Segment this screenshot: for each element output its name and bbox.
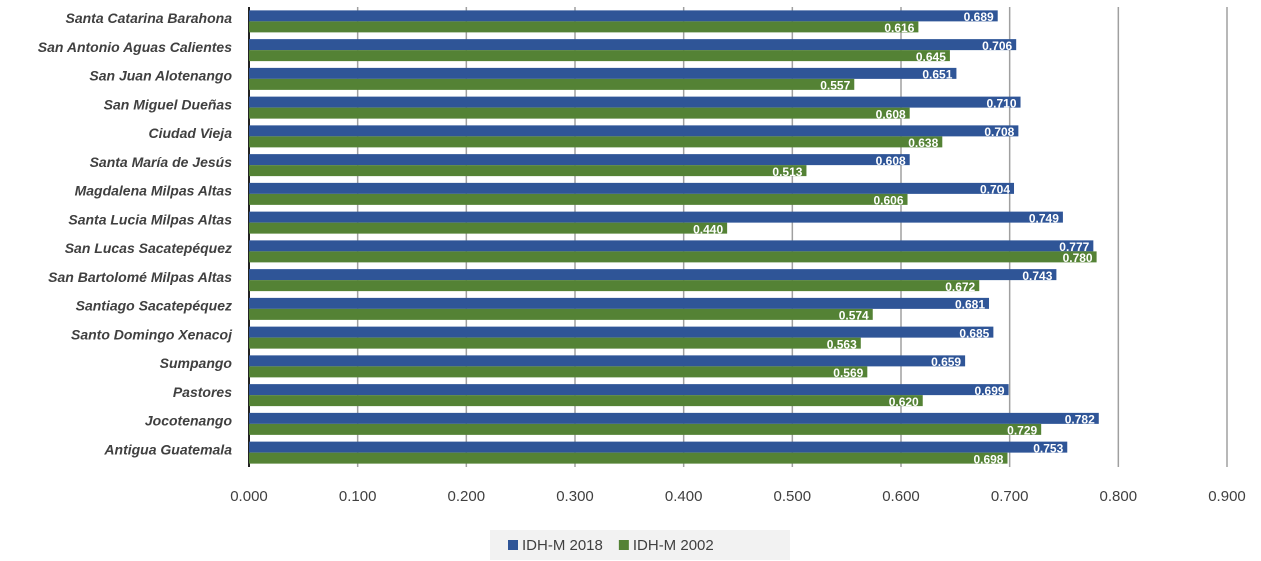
bar [249, 107, 910, 119]
x-tick-label: 0.600 [882, 488, 920, 505]
value-label: 0.708 [984, 125, 1014, 139]
value-label: 0.620 [889, 395, 919, 409]
value-label: 0.563 [827, 337, 857, 351]
bar [249, 240, 1094, 252]
x-tick-label: 0.500 [774, 488, 812, 505]
value-label: 0.608 [876, 154, 906, 168]
x-tick-label: 0.300 [556, 488, 594, 505]
bar [249, 423, 1042, 435]
bar [249, 78, 855, 90]
value-label: 0.743 [1022, 269, 1052, 283]
value-label: 0.616 [884, 21, 914, 35]
value-label: 0.782 [1065, 413, 1095, 427]
value-label: 0.729 [1007, 424, 1037, 438]
value-label: 0.440 [693, 222, 723, 236]
value-label: 0.651 [922, 68, 952, 82]
value-label: 0.513 [772, 165, 802, 179]
value-label: 0.749 [1029, 211, 1059, 225]
value-label: 0.574 [839, 309, 869, 323]
value-label: 0.777 [1059, 240, 1089, 254]
bar [249, 441, 1068, 453]
bar [249, 280, 980, 292]
legend-label: IDH-M 2018 [522, 537, 603, 554]
bar [249, 67, 957, 79]
value-label: 0.606 [873, 194, 903, 208]
value-label: 0.710 [987, 96, 1017, 110]
value-label: 0.672 [945, 280, 975, 294]
value-label: 0.753 [1033, 441, 1063, 455]
category-label: Pastores [173, 384, 232, 400]
bar [249, 96, 1021, 108]
value-label: 0.706 [982, 39, 1012, 53]
legend-label: IDH-M 2002 [633, 537, 714, 554]
bar [249, 222, 728, 234]
category-label: Jocotenango [145, 413, 233, 429]
x-tick-label: 0.700 [991, 488, 1029, 505]
value-label: 0.659 [931, 355, 961, 369]
value-label: 0.685 [959, 326, 989, 340]
bar [249, 355, 966, 367]
x-tick-label: 0.200 [448, 488, 486, 505]
bar [249, 384, 1009, 396]
x-tick-label: 0.100 [339, 488, 377, 505]
bar [249, 211, 1063, 223]
value-label: 0.780 [1063, 251, 1093, 265]
category-label: Sumpango [160, 355, 233, 371]
category-label: San Lucas Sacatepéquez [65, 240, 232, 256]
bar [249, 50, 950, 62]
value-label: 0.645 [916, 50, 946, 64]
value-label: 0.681 [955, 298, 985, 312]
category-label: San Miguel Dueñas [104, 96, 233, 112]
bar [249, 452, 1008, 464]
value-label: 0.704 [980, 183, 1010, 197]
bar [249, 297, 990, 309]
bar [249, 326, 994, 338]
value-label: 0.557 [820, 79, 850, 93]
bar [249, 412, 1099, 424]
value-label: 0.689 [964, 10, 994, 24]
bar [249, 269, 1057, 281]
value-label: 0.608 [876, 107, 906, 121]
bar [249, 182, 1015, 194]
category-label: Antigua Guatemala [103, 441, 232, 457]
category-label: Santa María de Jesús [90, 154, 233, 170]
legend-swatch [618, 540, 629, 550]
bar [249, 10, 998, 22]
bar [249, 337, 861, 349]
value-label: 0.638 [908, 136, 938, 150]
category-label: Santiago Sacatepéquez [76, 298, 232, 314]
x-tick-label: 0.900 [1208, 488, 1246, 505]
bar [249, 251, 1097, 263]
x-tick-label: 0.400 [665, 488, 703, 505]
category-label: Santa Lucia Milpas Altas [68, 211, 232, 227]
value-label: 0.569 [833, 366, 863, 380]
category-label: San Juan Alotenango [89, 68, 232, 84]
bar [249, 395, 923, 407]
bar [249, 125, 1019, 137]
bar [249, 21, 919, 33]
legend-box [490, 530, 790, 560]
category-label: Magdalena Milpas Altas [75, 183, 233, 199]
x-tick-label: 0.800 [1100, 488, 1138, 505]
bar [249, 308, 873, 320]
bar [249, 366, 868, 378]
value-label: 0.699 [975, 384, 1005, 398]
category-label: San Bartolomé Milpas Altas [48, 269, 232, 285]
bar [249, 193, 908, 205]
bar [249, 165, 807, 177]
legend-swatch [508, 540, 518, 550]
category-label: Santo Domingo Xenacoj [71, 326, 233, 342]
category-label: Santa Catarina Barahona [66, 10, 233, 26]
bar [249, 136, 943, 148]
bar [249, 39, 1017, 51]
value-label: 0.698 [973, 452, 1003, 466]
x-tick-label: 0.000 [230, 488, 268, 505]
category-label: San Antonio Aguas Calientes [38, 39, 232, 55]
category-label: Ciudad Vieja [148, 125, 232, 141]
bar [249, 154, 910, 166]
